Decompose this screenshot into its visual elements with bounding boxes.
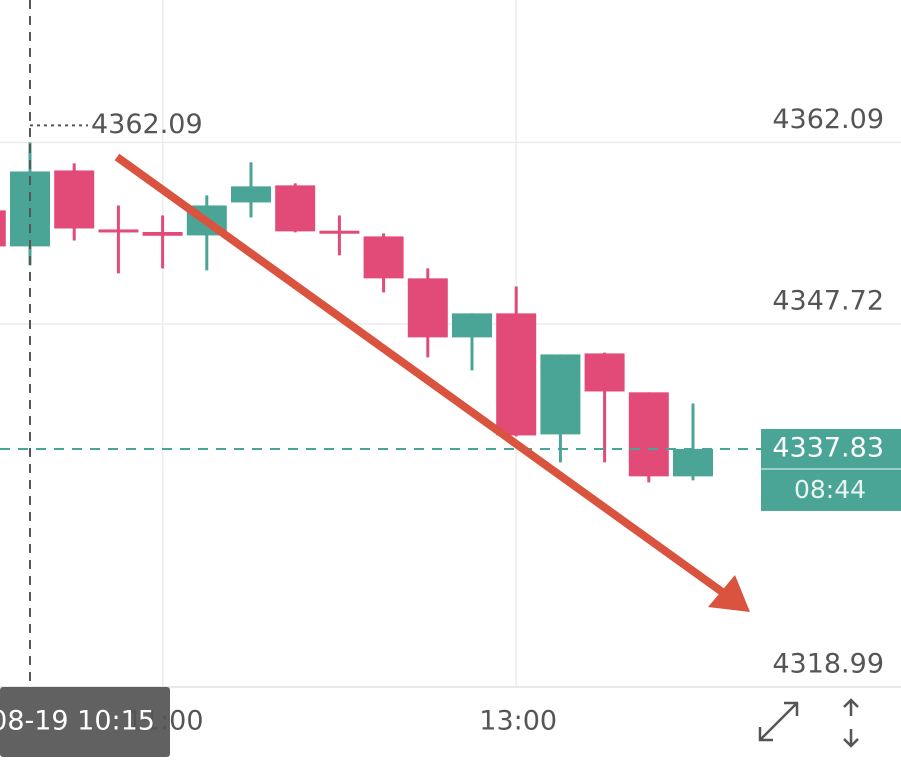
candle-body xyxy=(142,231,183,236)
x-tick-label: 13:00 xyxy=(479,706,557,737)
crosshair-price-label: 4362.09 xyxy=(91,109,203,140)
y-tick-label: 4347.72 xyxy=(772,285,884,316)
candle-body xyxy=(363,236,404,279)
y-tick-label: 4318.99 xyxy=(772,649,884,680)
last-price-box xyxy=(761,428,901,511)
candle-body xyxy=(0,210,6,247)
candle-body xyxy=(407,278,448,338)
candle-body xyxy=(540,354,581,435)
candle-body xyxy=(275,185,316,232)
candle-body xyxy=(584,353,625,392)
candle-body xyxy=(98,229,139,233)
countdown-label: 08:44 xyxy=(794,475,866,504)
crosshair-time-box xyxy=(0,687,170,757)
expand-button[interactable] xyxy=(758,701,799,742)
last-price-label: 4337.83 xyxy=(772,432,884,463)
candle-body xyxy=(54,170,95,229)
trend-arrow-head xyxy=(708,575,750,612)
candle-body xyxy=(231,186,271,203)
crosshair-time-label: 08-19 10:15 xyxy=(0,706,155,737)
candle-body xyxy=(452,313,492,338)
y-tick-label: 4362.09 xyxy=(772,104,884,135)
toolbar-icons xyxy=(758,698,859,748)
candle-body xyxy=(319,230,360,234)
candle-body xyxy=(628,392,669,477)
candle-body xyxy=(673,448,713,477)
scale-button[interactable] xyxy=(843,698,859,748)
candle-body xyxy=(496,313,537,436)
trend-arrow-shaft xyxy=(114,153,728,598)
